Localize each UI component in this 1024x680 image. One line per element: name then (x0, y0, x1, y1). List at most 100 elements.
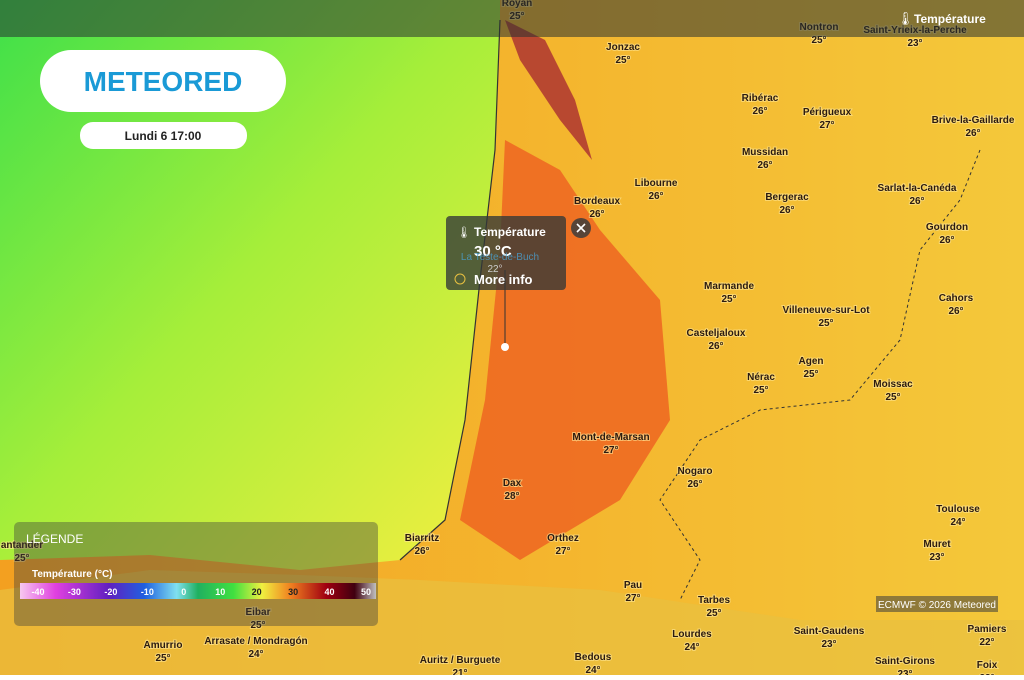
city-name: Lourdes (672, 629, 712, 640)
city-temp: 27° (603, 445, 618, 456)
top-bar (0, 0, 1024, 37)
city-temp: 27° (625, 593, 640, 604)
city-name: Toulouse (936, 504, 980, 515)
city-temp: 26° (414, 546, 429, 557)
city-temp: 22° (979, 637, 994, 648)
city-temp: 23° (907, 38, 922, 49)
date-pill (80, 122, 247, 149)
thermo-icon: 🌡 (897, 11, 914, 26)
city-temp: 25° (155, 653, 170, 664)
city-temp: 26° (779, 205, 794, 216)
city-name: Marmande (704, 281, 754, 292)
close-icon (576, 223, 586, 233)
city-name: Agen (799, 356, 824, 367)
city-name: Casteljaloux (687, 328, 746, 339)
coastline (399, 19, 501, 561)
city-temp: 28° (504, 491, 519, 502)
city-name: Mussidan (742, 147, 788, 158)
city-temp: 25° (811, 35, 826, 46)
city-temp: 25° (721, 294, 736, 305)
city-temp: 26° (708, 341, 723, 352)
city-name: Périgueux (803, 107, 852, 118)
tooltip (446, 216, 566, 290)
city-name: Pau (624, 580, 642, 591)
city-name: Pamiers (968, 624, 1007, 635)
city-name: Tarbes (698, 595, 730, 606)
credit-box (876, 596, 998, 612)
layer-name[interactable]: Température (914, 12, 986, 26)
border (659, 149, 981, 601)
city-name: Brive-la-Gaillarde (932, 115, 1015, 126)
city-name: Ribérac (742, 93, 779, 104)
city-temp: 23° (821, 639, 836, 650)
credit: ECMWF © 2026 Meteored (878, 600, 996, 611)
city-name: Moissac (873, 379, 913, 390)
city-temp: 25° (706, 608, 721, 619)
city-temp: 25° (615, 55, 630, 66)
city-name: Villeneuve-sur-Lot (782, 305, 870, 316)
legend-stop: 40 (325, 587, 335, 597)
legend-variable: Température (°C) (32, 569, 113, 580)
city-temp: 23° (929, 552, 944, 563)
city-temp: 26° (939, 235, 954, 246)
city-name: Bergerac (765, 192, 809, 203)
city-name: Bordeaux (574, 196, 621, 207)
city-temp: 26° (648, 191, 663, 202)
tooltip-value: 30 °C (474, 243, 512, 260)
legend-stop: 0 (181, 587, 186, 597)
city-temp: 26° (909, 196, 924, 207)
legend-bar (20, 583, 376, 599)
logo-pill (40, 50, 286, 112)
city-name: Nérac (747, 372, 775, 383)
legend-title: LÉGENDE (26, 531, 83, 546)
info-icon (454, 273, 466, 285)
legend-stop: 20 (252, 587, 262, 597)
city-name: Muret (923, 539, 951, 550)
city-temp: 26° (752, 106, 767, 117)
city-name: Bedous (575, 652, 612, 663)
city-name: Orthez (547, 533, 579, 544)
city-name: Cahors (939, 293, 974, 304)
legend-stops: -40 -30 -20 -10 0 10 20 30 40 50 (31, 587, 371, 597)
city-temp: 27° (819, 120, 834, 131)
city-name: Jonzac (606, 42, 640, 53)
more-info[interactable]: More info (474, 272, 533, 287)
legend-stop: -30 (68, 587, 81, 597)
city-temp: 26° (965, 128, 980, 139)
pointer-dot (501, 343, 509, 351)
city-name: Auritz / Burguete (420, 655, 501, 666)
city-temp: 23° (897, 669, 912, 675)
city-name: Nogaro (678, 466, 713, 477)
city-temp: 25° (753, 385, 768, 396)
date[interactable]: Lundi 6 17:00 (125, 129, 202, 143)
city-temp: 21° (452, 668, 467, 675)
city-name: antander (1, 540, 43, 551)
estuary (505, 20, 592, 160)
city-temp: 24° (950, 517, 965, 528)
city-temp: 24° (585, 665, 600, 675)
city-temp: 26° (757, 160, 772, 171)
legend-stop: 50 (361, 587, 371, 597)
city-name: Amurrio (144, 640, 183, 651)
city-name: Sarlat-la-Canéda (878, 183, 957, 194)
city-temp: 25° (250, 620, 265, 631)
tooltip-title: Température (474, 225, 546, 239)
city-temp: 25° (818, 318, 833, 329)
legend-box (14, 522, 378, 626)
city-temp: 26° (948, 306, 963, 317)
legend-stop: -40 (31, 587, 44, 597)
place-name: La Teste-de-Buch (461, 252, 539, 263)
city-temp: 24° (684, 642, 699, 653)
city-name: Saint-Girons (875, 656, 935, 667)
city-name: Saint-Gaudens (794, 626, 865, 637)
city-temp: 27° (555, 546, 570, 557)
city-name: Foix (977, 660, 998, 671)
city-name: Arrasate / Mondragón (204, 636, 307, 647)
logo[interactable]: METEORED (84, 66, 243, 97)
city-name: Mont-de-Marsan (572, 432, 649, 443)
legend-stop: 10 (215, 587, 225, 597)
city-name: Dax (503, 478, 522, 489)
